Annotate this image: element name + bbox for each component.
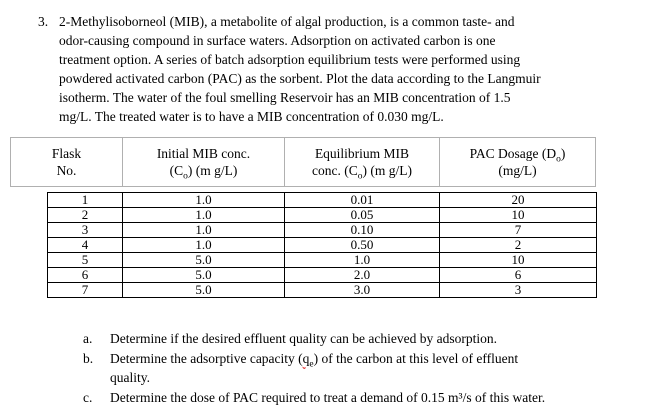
header-line: conc. (Co) (m g/L)	[312, 163, 412, 182]
header-line: (Co) (m g/L)	[169, 163, 238, 182]
subscript: o	[357, 171, 363, 182]
table-row: 7 5.0 3.0 3	[47, 282, 597, 298]
table-cell: 3	[47, 222, 123, 238]
table-header: Flask No. Initial MIB conc. (Co) (m g/L)…	[10, 137, 596, 187]
question-b: b. Determine the adsorptive capacity (qe…	[83, 349, 545, 388]
table-row: 6 5.0 2.0 6	[47, 267, 597, 283]
problem-text-line: 2-Methylisoborneol (MIB), a metabolite o…	[59, 14, 515, 29]
header-line: Equilibrium MIB	[314, 146, 410, 161]
table-cell: 1.0	[122, 207, 285, 223]
question-b-label: b.	[83, 350, 94, 366]
table-cell: 5	[47, 252, 123, 268]
question-c-label: c.	[83, 389, 93, 405]
table-cell: 6	[439, 267, 597, 283]
table-cell: 1.0	[122, 237, 285, 253]
problem-statement: 3. 2-Methylisoborneol (MIB), a metabolit…	[38, 12, 541, 126]
table-cell: 0.01	[284, 192, 440, 208]
subscript: o	[556, 154, 561, 165]
spellcheck-underline: qe	[302, 350, 314, 370]
table-cell: 3.0	[284, 282, 440, 298]
table-cell: 7	[47, 282, 123, 298]
header-line: PAC Dosage (Do)	[469, 146, 566, 165]
question-c-text: Determine the dose of PAC required to tr…	[110, 389, 546, 405]
table-cell: 2	[439, 237, 597, 253]
table-cell: 5.0	[122, 252, 285, 268]
question-a: a. Determine if the desired effluent qua…	[83, 329, 545, 349]
table-cell: 0.05	[284, 207, 440, 223]
header-line: Flask	[51, 146, 82, 161]
question-b-text: Determine the adsorptive capacity (qe) o…	[110, 350, 519, 386]
subscript: o	[183, 171, 188, 182]
data-table: 1 1.0 0.01 20 2 1.0 0.05 10 3 1.0 0.10 7…	[47, 192, 597, 298]
problem-text-line: isotherm. The water of the foul smelling…	[59, 90, 511, 105]
question-a-label: a.	[83, 331, 93, 346]
problem-text-line: treatment option. A series of batch adso…	[59, 52, 521, 67]
table-cell: 6	[47, 267, 123, 283]
table-row: 5 5.0 1.0 10	[47, 252, 597, 268]
header-pac-dosage: PAC Dosage (Do) (mg/L)	[439, 137, 596, 187]
header-line: Initial MIB conc.	[156, 146, 251, 161]
table-cell: 7	[439, 222, 597, 238]
problem-text-line: mg/L. The treated water is to have a MIB…	[59, 109, 444, 124]
table-cell: 1.0	[122, 192, 285, 208]
header-equilibrium-mib: Equilibrium MIB conc. (Co) (m g/L)	[284, 137, 440, 187]
table-cell: 1.0	[122, 222, 285, 238]
problem-text-line: odor-causing compound in surface waters.…	[59, 33, 496, 48]
problem-number: 3.	[38, 14, 49, 29]
table-cell: 1	[47, 192, 123, 208]
sub-questions: a. Determine if the desired effluent qua…	[83, 329, 545, 407]
table-row: 3 1.0 0.10 7	[47, 222, 597, 238]
question-c: c. Determine the dose of PAC required to…	[83, 388, 545, 408]
table-row: 1 1.0 0.01 20	[47, 192, 597, 208]
table-row: 4 1.0 0.50 2	[47, 237, 597, 253]
table-cell: 2.0	[284, 267, 440, 283]
table-cell: 1.0	[284, 252, 440, 268]
table-cell: 0.50	[284, 237, 440, 253]
table-cell: 5.0	[122, 267, 285, 283]
header-line: (mg/L)	[498, 163, 537, 178]
table-row: 2 1.0 0.05 10	[47, 207, 597, 223]
table-cell: 0.10	[284, 222, 440, 238]
table-cell: 2	[47, 207, 123, 223]
table-cell: 10	[439, 207, 597, 223]
header-line: No.	[56, 163, 77, 178]
problem-text-line: powdered activated carbon (PAC) as the s…	[59, 71, 541, 86]
table-cell: 3	[439, 282, 597, 298]
table-cell: 4	[47, 237, 123, 253]
table-cell: 5.0	[122, 282, 285, 298]
subscript: e	[309, 359, 314, 370]
table-cell: 10	[439, 252, 597, 268]
problem-text: 2-Methylisoborneol (MIB), a metabolite o…	[59, 12, 541, 126]
question-a-text: Determine if the desired effluent qualit…	[110, 331, 497, 346]
header-initial-mib: Initial MIB conc. (Co) (m g/L)	[122, 137, 285, 187]
header-flask-no: Flask No.	[10, 137, 123, 187]
table-cell: 20	[439, 192, 597, 208]
